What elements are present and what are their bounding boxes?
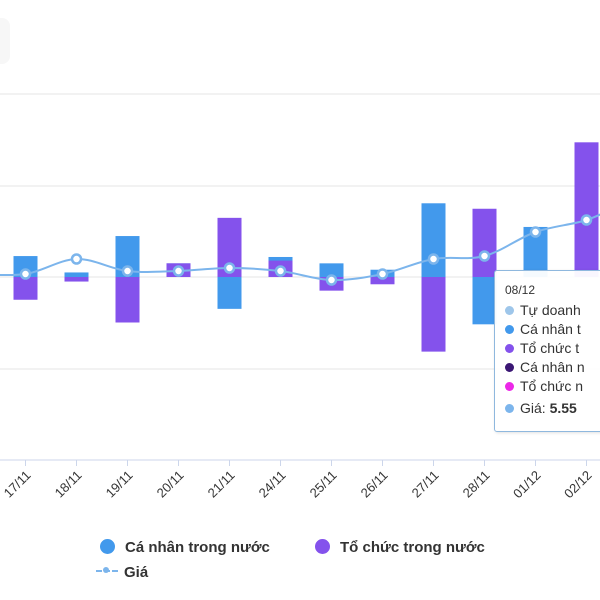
tooltip-dot: [505, 344, 514, 353]
price-point-19/11: [121, 265, 134, 277]
tooltip-dot: [505, 363, 514, 372]
legend-item-individual[interactable]: Cá nhân trong nước: [100, 539, 270, 556]
bar-organization-19/11: [115, 277, 140, 323]
panel-corner: [0, 18, 10, 64]
x-tick-label: 01/12: [510, 468, 544, 502]
tooltip-row: Cá nhân n: [505, 357, 585, 377]
bar-organization-27/11: [421, 277, 446, 352]
tooltip-label: Cá nhân t: [520, 321, 581, 337]
price-point-24/11: [274, 265, 287, 277]
x-tick-label: 25/11: [307, 468, 340, 501]
bar-organization-28/11: [472, 208, 497, 277]
tooltip-dot: [505, 382, 514, 391]
bar-individual-27/11: [421, 203, 446, 277]
x-axis: 17/11 18/11 19/11 20/11 21/11 24/11 25/11 26/11…: [1, 460, 595, 501]
tooltip-label: Tự doanh: [520, 302, 581, 318]
legend-dot-organization: [315, 539, 330, 554]
price-point-20/11: [172, 265, 185, 277]
bar-organization-17/11: [13, 277, 38, 300]
bar-individual-25/11: [319, 263, 344, 277]
price-line: [0, 213, 600, 282]
bar-individual-18/11: [64, 272, 89, 277]
x-tick-label: 24/11: [256, 468, 289, 501]
x-tick-label: 17/11: [1, 468, 34, 501]
legend-item-price[interactable]: Giá: [96, 564, 148, 581]
legend-label-price: Giá: [124, 564, 149, 581]
tooltip: 08/12 Tự doanh Cá nhân t Tổ chức t Cá nh…: [494, 270, 600, 432]
tooltip-dot: [505, 325, 514, 334]
bar-organization-02/12: [574, 142, 599, 277]
price-point-25/11: [325, 274, 338, 286]
legend-item-organization[interactable]: Tổ chức trong nước: [315, 539, 485, 556]
tooltip-dot: [505, 404, 514, 413]
tooltip-row: Cá nhân t: [505, 319, 581, 339]
bar-individual-21/11: [217, 277, 242, 309]
tooltip-price-label: Giá:: [520, 400, 546, 416]
price-point-26/11: [376, 268, 389, 280]
x-tick-label: 19/11: [103, 468, 136, 501]
x-tick-label: 02/12: [561, 468, 595, 502]
price-point-02/12: [580, 214, 593, 226]
price-point-01/12: [529, 226, 542, 238]
price-point-28/11: [478, 250, 491, 262]
bar-organization-26/11: [370, 277, 395, 285]
legend-line-price: [96, 566, 118, 576]
x-tick-label: 28/11: [460, 468, 493, 501]
tooltip-label: Cá nhân n: [520, 359, 585, 375]
tooltip-date: 08/12: [505, 283, 536, 297]
x-tick-label: 27/11: [409, 468, 442, 501]
tooltip-dot: [505, 306, 514, 315]
tooltip-row: Tổ chức t: [505, 338, 579, 358]
price-series: [0, 213, 600, 286]
x-tick-label: 21/11: [205, 468, 238, 501]
tooltip-label: Tổ chức n: [520, 378, 584, 394]
bar-organization-18/11: [64, 277, 89, 282]
legend-label-organization: Tổ chức trong nước: [340, 539, 485, 556]
tooltip-price-row: Giá: 5.55: [505, 398, 577, 418]
legend-dot-individual: [100, 539, 115, 554]
x-tick-label: 20/11: [154, 468, 187, 501]
x-tick-label: 18/11: [52, 468, 85, 501]
tooltip-row: Tổ chức n: [505, 376, 583, 396]
legend-label-individual: Cá nhân trong nước: [125, 539, 270, 556]
price-point-21/11: [223, 262, 236, 274]
tooltip-price-value: 5.55: [549, 400, 577, 416]
x-tick-label: 26/11: [358, 468, 391, 501]
price-point-18/11: [70, 253, 83, 265]
price-point-17/11: [19, 268, 32, 280]
tooltip-label: Tổ chức t: [520, 340, 580, 356]
price-point-27/11: [427, 253, 440, 265]
tooltip-row: Tự doanh: [505, 300, 581, 320]
bar-individual-28/11: [472, 277, 497, 325]
